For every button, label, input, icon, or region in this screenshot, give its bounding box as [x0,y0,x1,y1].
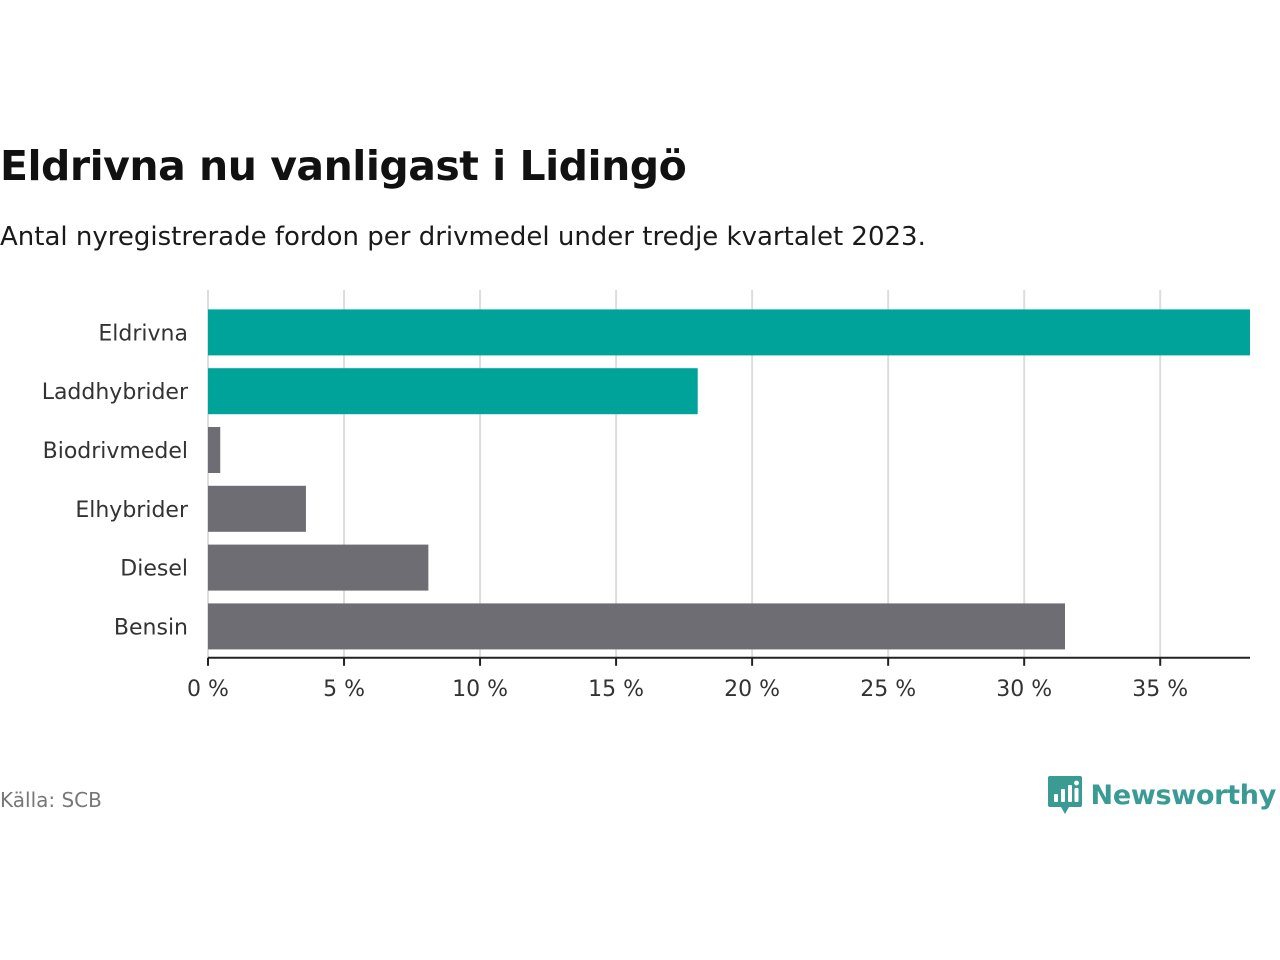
x-tick-label: 25 % [860,677,916,702]
x-axis: 0 % 5 % 10 % 15 % 20 % 25 % 30 % 35 % [187,656,1250,702]
bar-biodrivmedel [208,427,221,473]
bar-chart: Eldrivna Laddhybrider Biodrivmedel Elhybrid… [42,290,1250,702]
bar-eldrivna [208,309,1250,356]
x-tick-label: 5 % [323,677,365,702]
chart-title: Eldrivna nu vanligast i Lidingö [0,142,687,190]
bars [208,309,1250,650]
bar-bensin [208,603,1065,650]
category-labels: Eldrivna Laddhybrider Biodrivmedel Elhybrid… [42,321,189,640]
category-label: Laddhybrider [42,380,189,405]
brand-name: Newsworthy [1090,779,1277,811]
brand-logo: Newsworthy [1047,774,1276,816]
bar-elhybrider [208,485,306,532]
category-label: Biodrivmedel [43,439,188,464]
category-label: Diesel [120,557,188,582]
category-label: Eldrivna [98,321,188,346]
category-label: Bensin [114,615,188,640]
newsworthy-logo-icon [1047,776,1082,814]
x-tick-label: 10 % [452,677,508,702]
x-tick-label: 15 % [588,677,644,702]
category-label: Elhybrider [75,498,189,523]
bar-diesel [208,544,429,591]
source-note: Källa: SCB [0,788,102,812]
chart-subtitle: Antal nyregistrerade fordon per drivmede… [0,222,926,252]
x-tick-label: 35 % [1132,677,1188,702]
x-tick-label: 20 % [724,677,780,702]
x-tick-label: 0 % [187,677,229,702]
bar-laddhybrider [208,368,698,415]
x-tick-label: 30 % [996,677,1052,702]
